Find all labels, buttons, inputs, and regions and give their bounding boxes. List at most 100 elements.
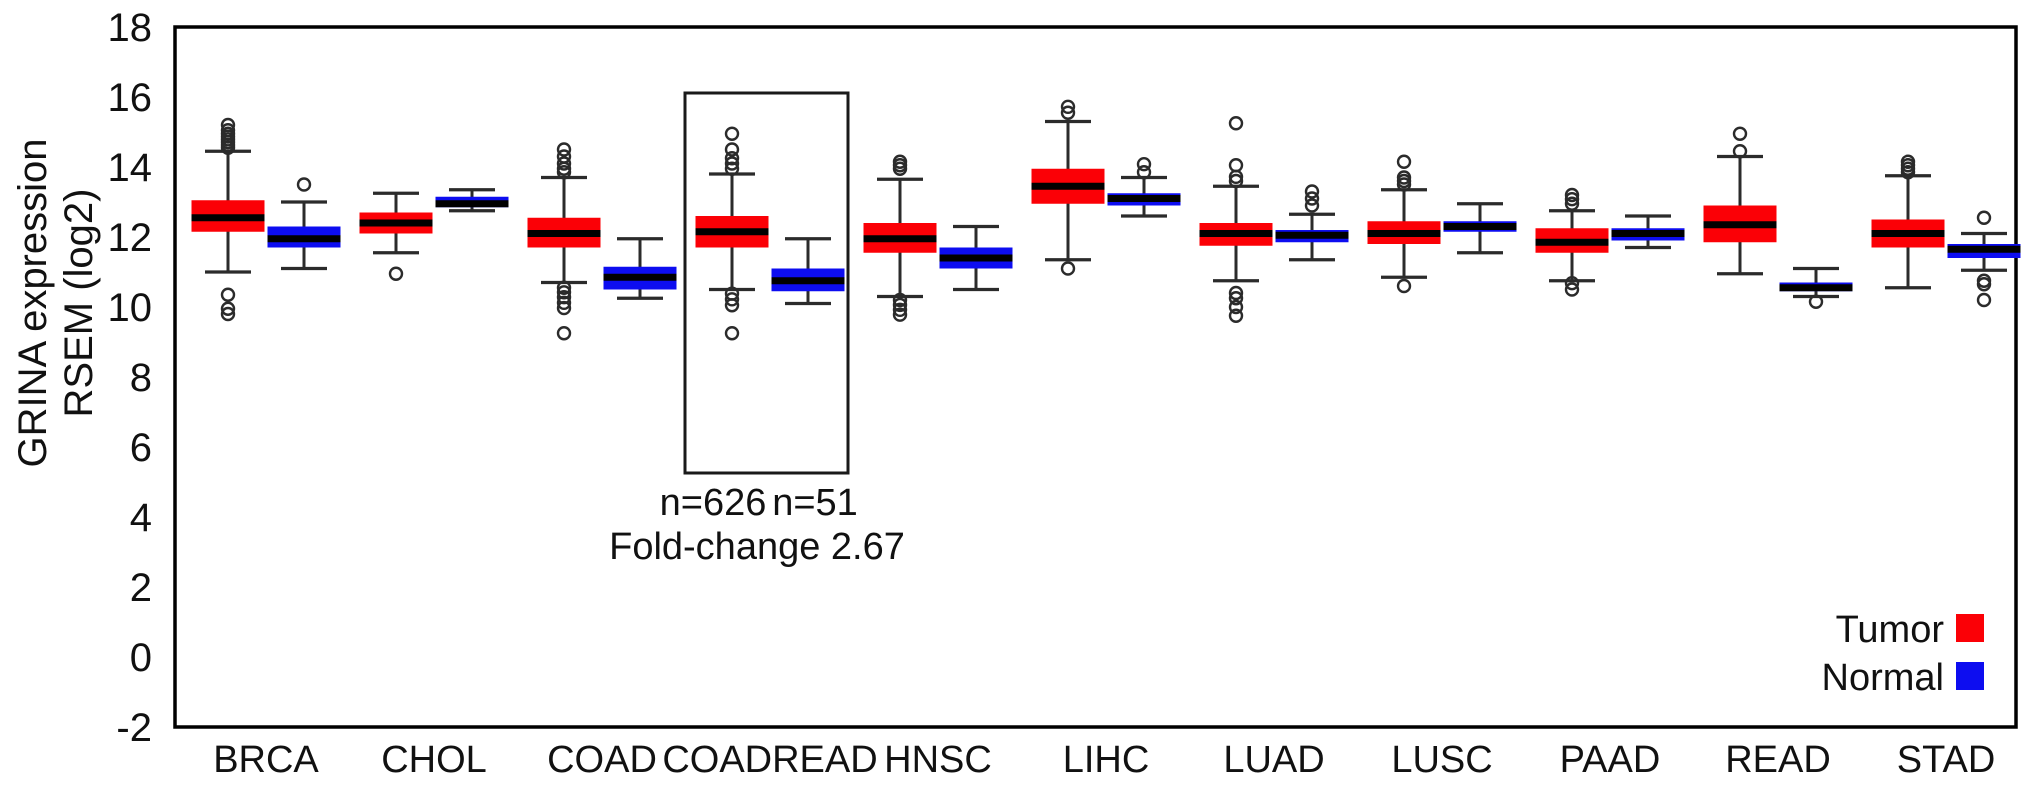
- highlight-box: [683, 91, 850, 475]
- outlier-point: [556, 326, 572, 341]
- x-category-label: COAD: [547, 739, 657, 781]
- outlier-point: [892, 292, 908, 308]
- boxplot-LUSC-tumor: [1367, 154, 1441, 294]
- x-category-label: STAD: [1897, 739, 1996, 781]
- boxplot-PAAD-normal: [1611, 214, 1685, 250]
- outlier-point: [892, 154, 908, 169]
- legend-normal-label: Normal: [1822, 657, 1944, 699]
- outlier-point: [1564, 191, 1580, 207]
- legend-tumor-swatch: [1956, 614, 1984, 642]
- boxplot-BRCA-tumor: [191, 117, 265, 322]
- outlier-point: [724, 156, 740, 171]
- boxplot-STAD-normal: [1947, 210, 2021, 308]
- boxplot-STAD-tumor: [1871, 154, 1945, 290]
- outlier-point: [1396, 278, 1412, 294]
- outlier-point: [892, 307, 908, 322]
- x-category-label: COADREAD: [662, 739, 877, 781]
- outlier-point: [1564, 276, 1580, 291]
- outlier-point: [1976, 292, 1992, 308]
- y-tick-label: -2: [116, 706, 152, 750]
- outlier-point: [1808, 294, 1824, 309]
- legend-tumor-label: Tumor: [1836, 609, 1945, 651]
- y-axis-title-line1: GRINA expression: [11, 138, 55, 467]
- outlier-point: [1564, 196, 1580, 211]
- outlier-point: [1060, 99, 1076, 115]
- boxplot-COADREAD-normal: [771, 237, 845, 306]
- outlier-point: [1304, 198, 1320, 213]
- boxplot-READ-tumor: [1703, 126, 1777, 276]
- boxplot-LUAD-normal: [1275, 184, 1349, 262]
- boxplot-LUSC-normal: [1443, 202, 1517, 255]
- outlier-point: [1564, 187, 1580, 203]
- x-category-label: READ: [1725, 739, 1831, 781]
- x-category-label: BRCA: [213, 739, 319, 781]
- outlier-point: [1396, 154, 1412, 169]
- outlier-point: [556, 285, 572, 300]
- outlier-point: [724, 326, 740, 341]
- outlier-point: [724, 142, 740, 157]
- boxplot-COAD-tumor: [527, 142, 601, 341]
- outlier-point: [1732, 144, 1748, 159]
- boxplot-COAD-normal: [603, 237, 677, 300]
- boxplot-series-layer: 18 16 14 12 10 8 6 4 2 0 -2 BRCA CHOL COAD COADREAD HNS…: [108, 6, 2021, 781]
- outlier-point: [724, 126, 740, 141]
- outlier-point: [220, 117, 236, 133]
- outlier-point: [296, 177, 312, 192]
- outlier-point: [1564, 282, 1580, 297]
- annotation-n-normal: n=51: [772, 482, 858, 524]
- outlier-point: [1900, 154, 1916, 169]
- outlier-point: [1976, 277, 1992, 292]
- x-category-label: LUAD: [1223, 739, 1324, 781]
- outlier-point: [724, 298, 740, 313]
- boxplot-HNSC-tumor: [863, 154, 937, 322]
- x-category-label: CHOL: [381, 739, 487, 781]
- outlier-point: [1732, 126, 1748, 141]
- y-tick-label: 12: [108, 216, 153, 260]
- outlier-point: [556, 295, 572, 310]
- outlier-point: [1060, 105, 1076, 120]
- boxplot-CHOL-normal: [435, 188, 509, 213]
- outlier-point: [1228, 116, 1244, 131]
- y-tick-label: 16: [108, 76, 153, 120]
- outlier-point: [388, 266, 404, 281]
- outlier-point: [1228, 291, 1244, 306]
- y-tick-label: 10: [108, 286, 153, 330]
- outlier-point: [1228, 285, 1244, 301]
- outlier-point: [1304, 184, 1320, 199]
- x-category-label: LIHC: [1063, 739, 1150, 781]
- outlier-point: [220, 306, 236, 322]
- annotation-fold-change: Fold-change 2.67: [609, 526, 905, 568]
- annotation-n-tumor: n=626: [660, 482, 767, 524]
- outlier-point: [724, 161, 740, 176]
- boxplot-HNSC-normal: [939, 224, 1013, 292]
- boxplot-CHOL-tumor: [359, 191, 433, 281]
- legend-normal-swatch: [1956, 662, 1984, 690]
- outlier-point: [220, 123, 236, 138]
- boxplot-LUAD-tumor: [1199, 116, 1273, 323]
- outlier-point: [1396, 170, 1412, 185]
- legend: Tumor Normal: [1822, 609, 1984, 699]
- y-tick-label: 2: [130, 566, 152, 610]
- boxplot-READ-normal: [1779, 266, 1853, 309]
- outlier-point: [1228, 158, 1244, 173]
- outlier-point: [724, 292, 740, 307]
- y-tick-label: 0: [130, 636, 152, 680]
- x-category-label: HNSC: [884, 739, 992, 781]
- outlier-point: [724, 151, 740, 166]
- outlier-point: [556, 156, 572, 171]
- boxplot-COADREAD-tumor: [695, 126, 769, 341]
- outlier-point: [556, 149, 572, 164]
- outlier-point: [556, 142, 572, 157]
- outlier-point: [556, 300, 572, 316]
- outlier-point: [1228, 173, 1244, 189]
- outlier-point: [1228, 299, 1244, 315]
- y-tick-label: 18: [108, 6, 153, 50]
- boxplot-LIHC-normal: [1107, 156, 1181, 218]
- outlier-point: [1304, 191, 1320, 206]
- outlier-point: [220, 301, 236, 316]
- y-axis-title-line2: RSEM (log2): [57, 189, 101, 418]
- outlier-point: [1136, 156, 1152, 172]
- outlier-point: [1228, 308, 1244, 323]
